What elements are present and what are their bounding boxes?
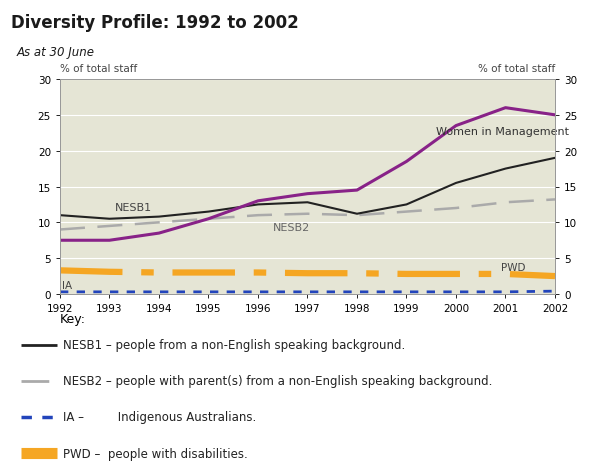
Text: IA –         Indigenous Australians.: IA – Indigenous Australians. — [63, 411, 256, 424]
Text: NESB1: NESB1 — [115, 202, 152, 212]
Text: Women in Management: Women in Management — [436, 127, 569, 137]
Text: As at 30 June: As at 30 June — [17, 46, 95, 59]
Text: PWD: PWD — [500, 262, 525, 272]
Text: Diversity Profile: 1992 to 2002: Diversity Profile: 1992 to 2002 — [11, 14, 299, 32]
Text: % of total staff: % of total staff — [60, 63, 137, 74]
Text: IA: IA — [62, 281, 73, 290]
Text: % of total staff: % of total staff — [478, 63, 555, 74]
Text: NESB2 – people with parent(s) from a non-English speaking background.: NESB2 – people with parent(s) from a non… — [63, 375, 493, 388]
Text: NESB2: NESB2 — [273, 222, 310, 232]
Text: Key:: Key: — [60, 312, 86, 325]
Text: PWD –  people with disabilities.: PWD – people with disabilities. — [63, 447, 248, 460]
Text: NESB1 – people from a non-English speaking background.: NESB1 – people from a non-English speaki… — [63, 338, 405, 351]
